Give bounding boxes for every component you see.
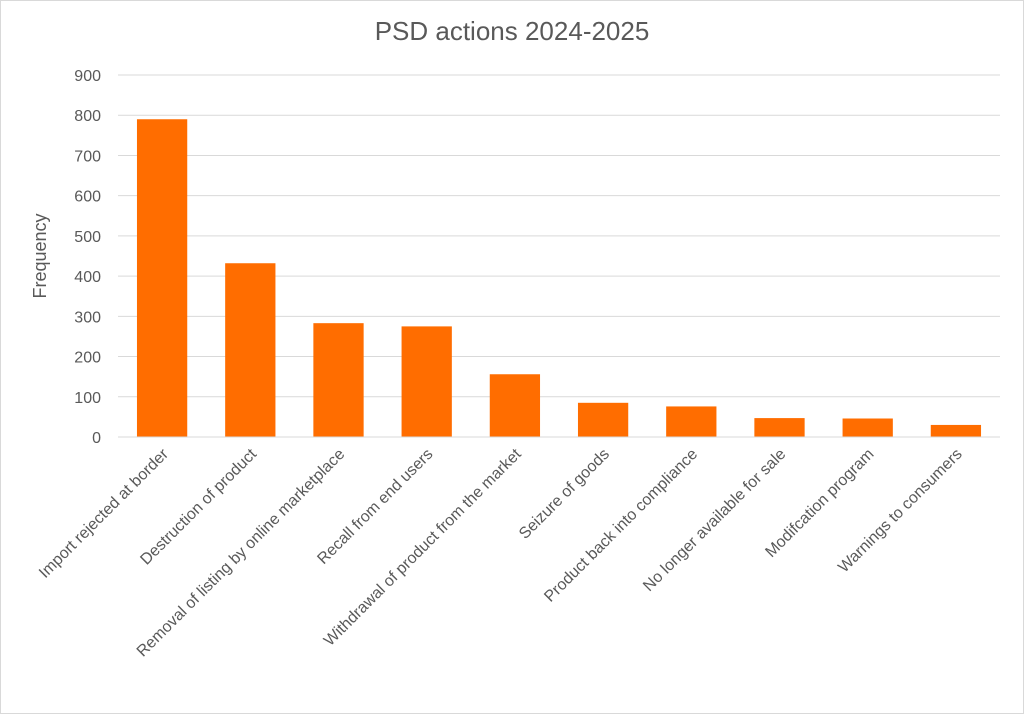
x-category-label: Withdrawal of product from the market xyxy=(321,445,525,649)
bar xyxy=(754,418,805,437)
chart-title: PSD actions 2024-2025 xyxy=(374,16,650,46)
bar xyxy=(225,263,276,437)
y-axis-title: Frequency xyxy=(30,213,50,298)
bar xyxy=(930,424,982,437)
y-tick-label: 800 xyxy=(74,108,101,125)
y-tick-label: 700 xyxy=(74,148,101,165)
y-tick-label: 0 xyxy=(92,430,101,447)
bar xyxy=(489,374,541,437)
y-tick-label: 400 xyxy=(74,269,101,286)
bar xyxy=(136,119,188,437)
x-category-label: Seizure of goods xyxy=(516,446,613,543)
x-category-label: No longer available for sale xyxy=(640,446,789,595)
x-category-label: Product back into compliance xyxy=(541,446,701,606)
bar xyxy=(666,406,717,437)
bars xyxy=(136,119,982,437)
y-tick-label: 300 xyxy=(74,309,101,326)
y-tick-label: 200 xyxy=(74,350,101,367)
y-axis-ticks: 0 100 200 300 400 500 600 700 800 900 xyxy=(74,68,101,447)
bar xyxy=(313,323,364,437)
bar xyxy=(842,418,893,437)
y-tick-label: 100 xyxy=(74,390,101,407)
y-tick-label: 600 xyxy=(74,189,101,206)
bar xyxy=(577,402,629,437)
y-tick-label: 900 xyxy=(74,68,101,85)
bar xyxy=(401,326,452,437)
y-tick-label: 500 xyxy=(74,229,101,246)
